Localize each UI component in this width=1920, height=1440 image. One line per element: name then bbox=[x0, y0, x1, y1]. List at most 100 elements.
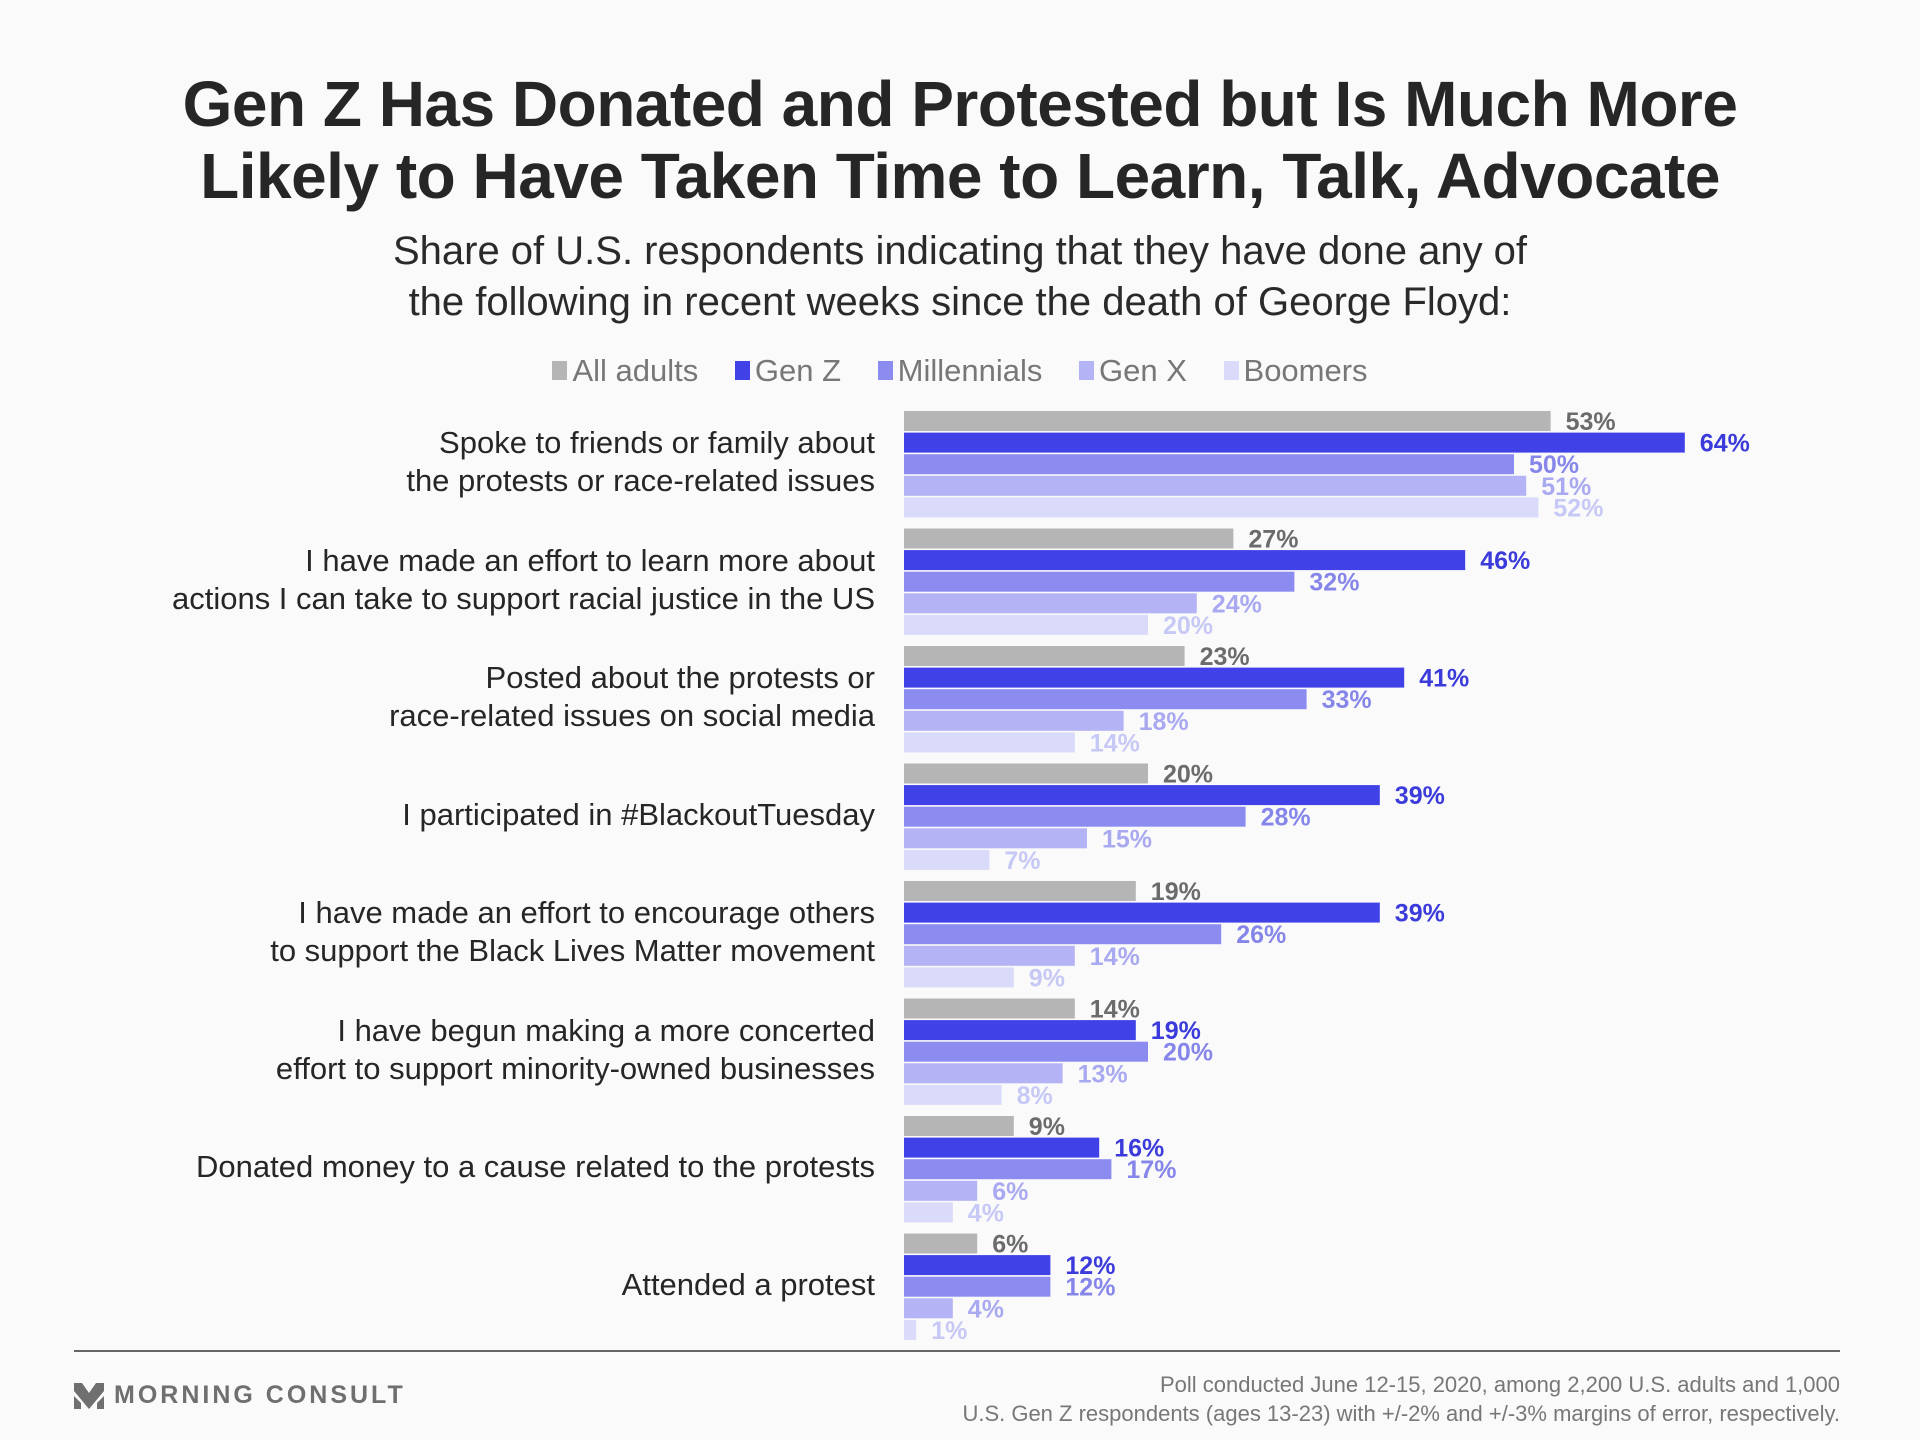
bar-gen-z bbox=[904, 902, 1380, 923]
data-label: 1% bbox=[931, 1317, 967, 1345]
data-label: 20% bbox=[1163, 612, 1213, 640]
bar-gen-z bbox=[904, 785, 1380, 806]
bar-gen-x bbox=[904, 1063, 1063, 1084]
category-label: Posted about the protests or race-related… bbox=[75, 659, 875, 735]
bar-millennials bbox=[904, 689, 1307, 710]
legend-item-all-adults: All adults bbox=[552, 353, 698, 389]
data-label: 20% bbox=[1163, 761, 1213, 789]
data-label: 13% bbox=[1078, 1060, 1128, 1088]
data-label: 24% bbox=[1212, 590, 1262, 618]
bar-gen-x bbox=[904, 1298, 953, 1319]
bar-millennials bbox=[904, 454, 1514, 475]
category-label: Donated money to a cause related to the … bbox=[75, 1148, 875, 1186]
data-label: 14% bbox=[1090, 729, 1140, 757]
footer-divider bbox=[74, 1350, 1840, 1352]
data-label: 17% bbox=[1126, 1156, 1176, 1184]
legend-swatch bbox=[734, 361, 750, 380]
methodology-note-line: U.S. Gen Z respondents (ages 13-23) with… bbox=[962, 1401, 1840, 1426]
data-label: 15% bbox=[1102, 825, 1152, 853]
bar-gen-x bbox=[904, 945, 1075, 966]
category-label: I have begun making a more concerted effo… bbox=[75, 1012, 875, 1088]
bar-gen-x bbox=[904, 1180, 978, 1201]
legend-label: Boomers bbox=[1243, 352, 1368, 388]
category-label-line: effort to support minority-owned busines… bbox=[275, 1050, 875, 1086]
data-label: 19% bbox=[1151, 1017, 1201, 1045]
category-label-line: actions I can take to support racial jus… bbox=[171, 580, 875, 616]
data-label: 52% bbox=[1553, 494, 1603, 522]
legend-swatch bbox=[1223, 361, 1239, 380]
bar-all-adults bbox=[904, 1116, 1014, 1136]
data-label: 4% bbox=[968, 1295, 1004, 1323]
category-label: Spoke to friends or family about the prot… bbox=[75, 424, 875, 500]
chart-title: Gen Z Has Donated and Protested but Is M… bbox=[0, 68, 1920, 212]
legend-item-boomers: Boomers bbox=[1223, 352, 1368, 389]
morning-consult-m-icon bbox=[74, 1382, 104, 1409]
category-label-line: I have begun making a more concerted bbox=[337, 1012, 875, 1048]
legend-swatch bbox=[552, 361, 568, 380]
category-label-line: the protests or race-related issues bbox=[406, 463, 875, 499]
data-label: 41% bbox=[1419, 665, 1469, 693]
morning-consult-logo: MORNING CONSULT bbox=[74, 1381, 406, 1410]
category-label-line: I have made an effort to learn more abou… bbox=[305, 542, 875, 578]
bar-gen-x bbox=[904, 710, 1124, 731]
category-label-line: race-related issues on social media bbox=[389, 698, 875, 734]
data-label: 12% bbox=[1065, 1252, 1115, 1280]
data-label: 6% bbox=[992, 1231, 1028, 1259]
bar-boomers bbox=[904, 849, 990, 870]
bar-boomers bbox=[904, 967, 1014, 988]
bar-boomers bbox=[904, 1319, 917, 1340]
category-label: I have made an effort to encourage other… bbox=[75, 894, 875, 970]
data-label: 9% bbox=[1029, 964, 1065, 992]
legend-label: Millennials bbox=[897, 352, 1043, 388]
bar-millennials bbox=[904, 924, 1222, 945]
bar-gen-z bbox=[904, 1255, 1051, 1276]
data-label: 6% bbox=[992, 1178, 1028, 1206]
data-label: 18% bbox=[1139, 708, 1189, 736]
bar-all-adults bbox=[904, 528, 1234, 549]
data-label: 39% bbox=[1395, 900, 1445, 928]
bar-gen-z bbox=[904, 667, 1405, 688]
chart-title-line: Gen Z Has Donated and Protested but Is M… bbox=[182, 68, 1738, 140]
bar-all-adults bbox=[904, 763, 1148, 784]
data-label: 33% bbox=[1322, 686, 1372, 714]
data-label: 23% bbox=[1200, 643, 1250, 671]
bar-boomers bbox=[904, 614, 1148, 635]
category-label: I have made an effort to learn more abou… bbox=[75, 542, 875, 618]
chart-subtitle-line: Share of U.S. respondents indicating tha… bbox=[392, 229, 1528, 273]
category-label: Attended a protest bbox=[75, 1266, 875, 1304]
category-label-line: I have made an effort to encourage other… bbox=[298, 895, 875, 931]
methodology-note: Poll conducted June 12-15, 2020, among 2… bbox=[962, 1370, 1840, 1428]
legend-item-gen-z: Gen Z bbox=[734, 352, 842, 389]
legend-label: Gen X bbox=[1099, 352, 1187, 388]
bar-millennials bbox=[904, 1276, 1051, 1297]
data-label: 14% bbox=[1090, 996, 1140, 1024]
legend-label: Gen Z bbox=[754, 352, 842, 388]
data-label: 9% bbox=[1029, 1113, 1065, 1141]
bar-gen-x bbox=[904, 828, 1087, 849]
data-label: 8% bbox=[1017, 1082, 1053, 1110]
data-label: 64% bbox=[1700, 430, 1750, 458]
data-label: 32% bbox=[1309, 569, 1359, 597]
methodology-note-line: Poll conducted June 12-15, 2020, among 2… bbox=[1159, 1372, 1840, 1397]
data-label: 26% bbox=[1236, 921, 1286, 949]
bar-all-adults bbox=[904, 998, 1075, 1019]
bar-boomers bbox=[904, 1202, 953, 1223]
bar-gen-z bbox=[904, 550, 1466, 571]
category-label: I participated in #BlackoutTuesday bbox=[75, 796, 875, 834]
legend-item-gen-x: Gen X bbox=[1079, 353, 1187, 389]
bar-boomers bbox=[904, 1084, 1002, 1105]
bar-all-adults bbox=[904, 881, 1136, 901]
bar-all-adults bbox=[904, 411, 1551, 431]
bar-gen-x bbox=[904, 475, 1527, 496]
bar-millennials bbox=[904, 1041, 1148, 1062]
bar-millennials bbox=[904, 571, 1295, 592]
data-label: 46% bbox=[1480, 547, 1530, 575]
data-label: 28% bbox=[1261, 804, 1311, 832]
category-label-line: Donated money to a cause related to the … bbox=[196, 1149, 875, 1185]
legend-item-millennials: Millennials bbox=[877, 352, 1043, 389]
category-label-line: Posted about the protests or bbox=[485, 660, 875, 696]
bar-all-adults bbox=[904, 646, 1185, 666]
legend-swatch bbox=[877, 361, 893, 380]
data-label: 20% bbox=[1163, 1039, 1213, 1067]
